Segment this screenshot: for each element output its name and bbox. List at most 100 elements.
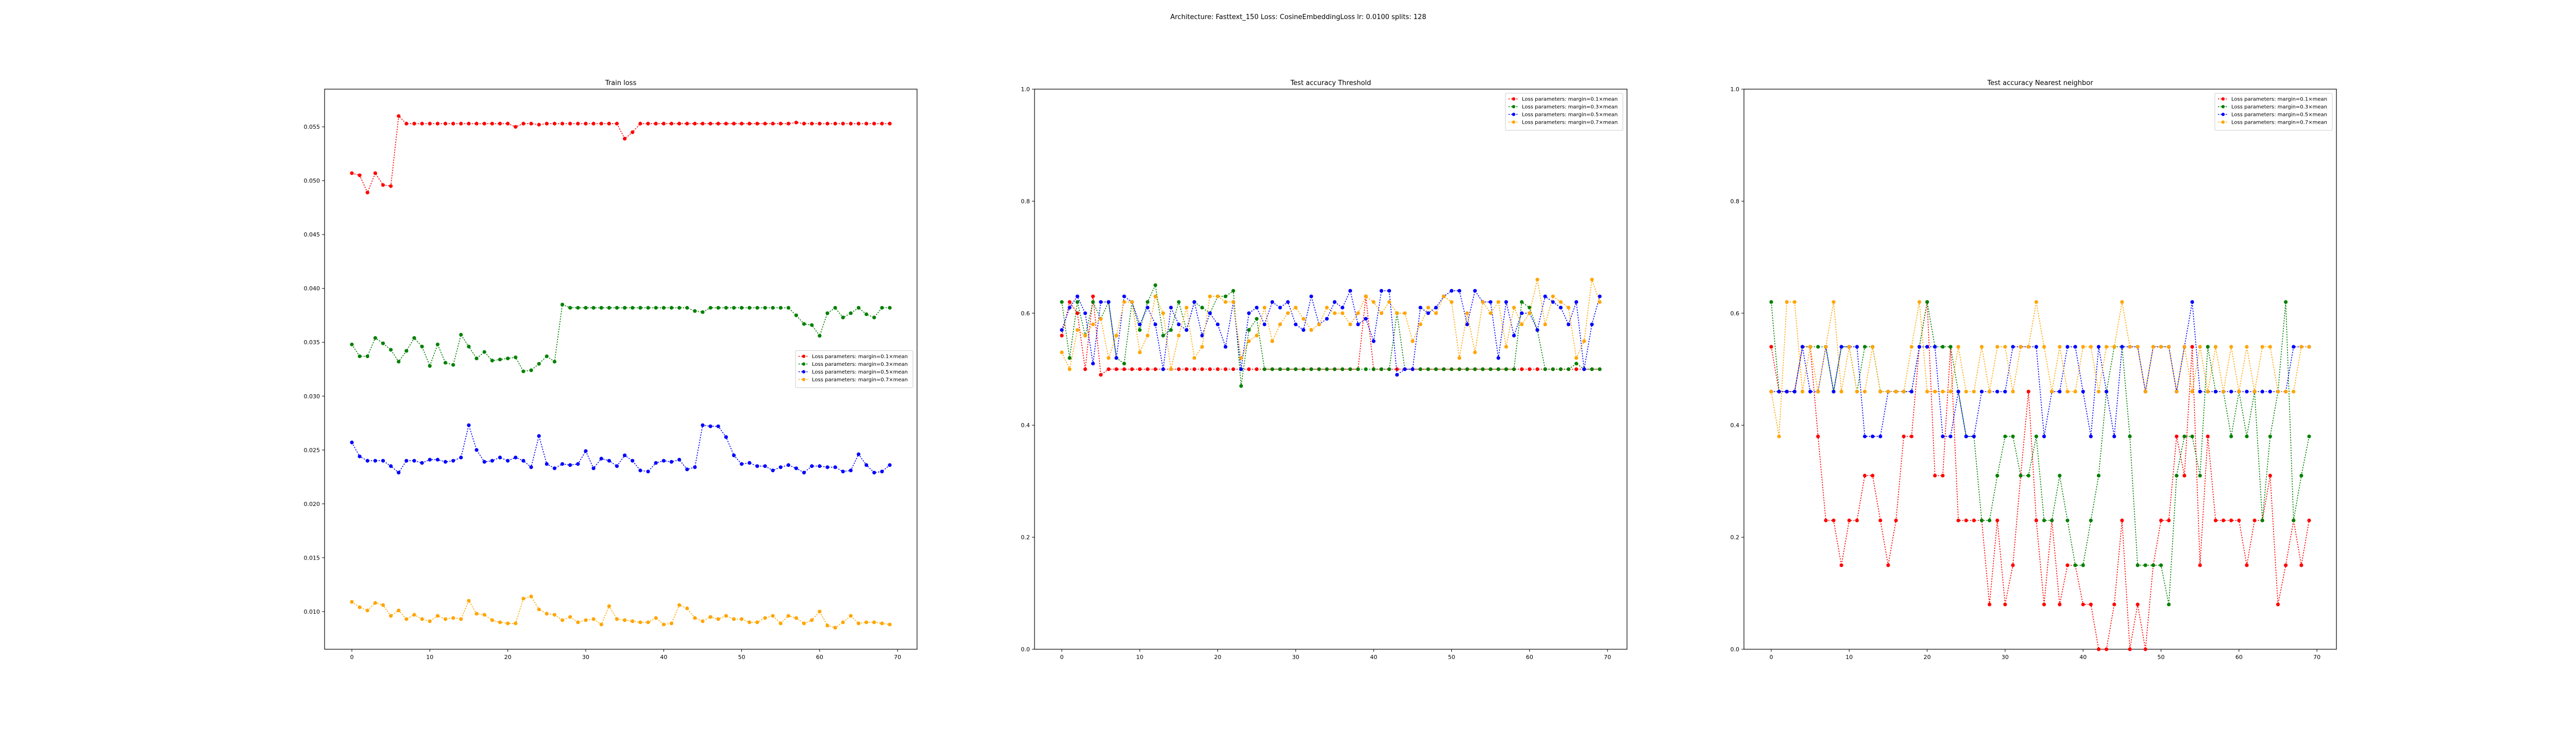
data-point (2011, 345, 2015, 349)
data-point (810, 464, 814, 468)
data-point (786, 463, 790, 467)
data-point (1341, 311, 1345, 315)
data-point (1387, 367, 1392, 372)
data-point (865, 312, 869, 316)
data-point (825, 623, 829, 628)
data-point (2221, 390, 2226, 394)
data-point (1192, 300, 1196, 304)
data-point (615, 617, 619, 621)
data-point (591, 466, 596, 470)
y-tick-label: 0.2 (1731, 534, 1740, 541)
data-point (2198, 563, 2202, 567)
data-point (1504, 367, 1509, 372)
data-point (560, 122, 565, 126)
data-point (771, 306, 775, 310)
data-point (1278, 367, 1282, 372)
data-point (1972, 518, 1976, 522)
data-point (498, 620, 502, 625)
data-point (1294, 306, 1298, 310)
data-point (2198, 345, 2202, 349)
data-point (1239, 384, 1243, 388)
data-point (2089, 518, 2093, 522)
data-point (1816, 390, 1820, 394)
data-point (498, 456, 502, 460)
data-point (1208, 367, 1212, 372)
data-point (2105, 345, 2109, 349)
data-point (1979, 518, 1984, 522)
data-point (841, 315, 845, 319)
data-point (1122, 362, 1126, 366)
data-point (2213, 518, 2218, 522)
data-point (1192, 367, 1196, 372)
data-point (1832, 300, 1836, 304)
data-point (1301, 317, 1306, 321)
data-point (2221, 518, 2226, 522)
data-point (1909, 390, 1913, 394)
data-point (350, 171, 354, 175)
data-point (1465, 311, 1469, 315)
data-point (2190, 345, 2194, 349)
data-point (849, 614, 853, 618)
data-point (1598, 367, 1602, 372)
data-point (794, 466, 799, 470)
data-point (521, 597, 526, 601)
x-tick-label: 40 (1370, 654, 1377, 661)
data-point (1894, 390, 1898, 394)
data-point (1099, 300, 1103, 304)
data-point (397, 609, 401, 613)
data-point (373, 601, 377, 605)
data-point (1325, 317, 1329, 321)
data-point (1278, 322, 1282, 327)
x-tick-label: 60 (2235, 654, 2243, 661)
data-point (631, 619, 635, 623)
data-point (397, 470, 401, 475)
data-point (654, 461, 658, 465)
data-point (2143, 647, 2147, 651)
data-point (599, 306, 603, 310)
data-point (1535, 277, 1539, 282)
legend-label: Loss parameters: margin=0.7×mean (1522, 120, 1618, 126)
x-tick-label: 10 (1136, 654, 1143, 661)
y-tick-label: 1.0 (1731, 86, 1740, 93)
data-point (1458, 289, 1462, 293)
data-point (669, 460, 673, 464)
legend-marker (1512, 120, 1516, 124)
data-point (537, 434, 541, 438)
data-point (1138, 328, 1142, 332)
data-point (599, 457, 603, 461)
data-point (732, 617, 736, 621)
data-point (2167, 518, 2171, 522)
data-point (2081, 563, 2085, 567)
data-point (2042, 518, 2046, 522)
data-point (2011, 390, 2015, 394)
x-tick-label: 70 (2313, 654, 2320, 661)
data-point (708, 122, 713, 126)
y-tick-label: 0.010 (304, 609, 320, 615)
data-point (1902, 434, 1906, 439)
y-tick-label: 0.0 (1021, 646, 1030, 653)
data-point (1060, 333, 1064, 338)
data-point (1535, 367, 1539, 372)
data-point (1988, 390, 1992, 394)
data-point (1871, 434, 1875, 439)
data-point (2081, 345, 2085, 349)
data-point (1442, 294, 1446, 298)
data-point (474, 612, 479, 616)
data-point (1777, 390, 1781, 394)
data-point (373, 336, 377, 340)
data-point (1933, 345, 1937, 349)
data-point (1933, 474, 1937, 478)
data-point (2105, 390, 2109, 394)
data-point (631, 306, 635, 310)
data-point (412, 122, 416, 126)
data-point (1060, 328, 1064, 332)
data-point (474, 356, 479, 361)
y-tick-label: 0.4 (1021, 422, 1030, 429)
data-point (646, 122, 650, 126)
data-point (482, 613, 486, 617)
data-point (654, 306, 658, 310)
data-point (1886, 563, 1890, 567)
data-point (1348, 289, 1352, 293)
data-point (358, 173, 362, 177)
data-point (1200, 345, 1204, 349)
